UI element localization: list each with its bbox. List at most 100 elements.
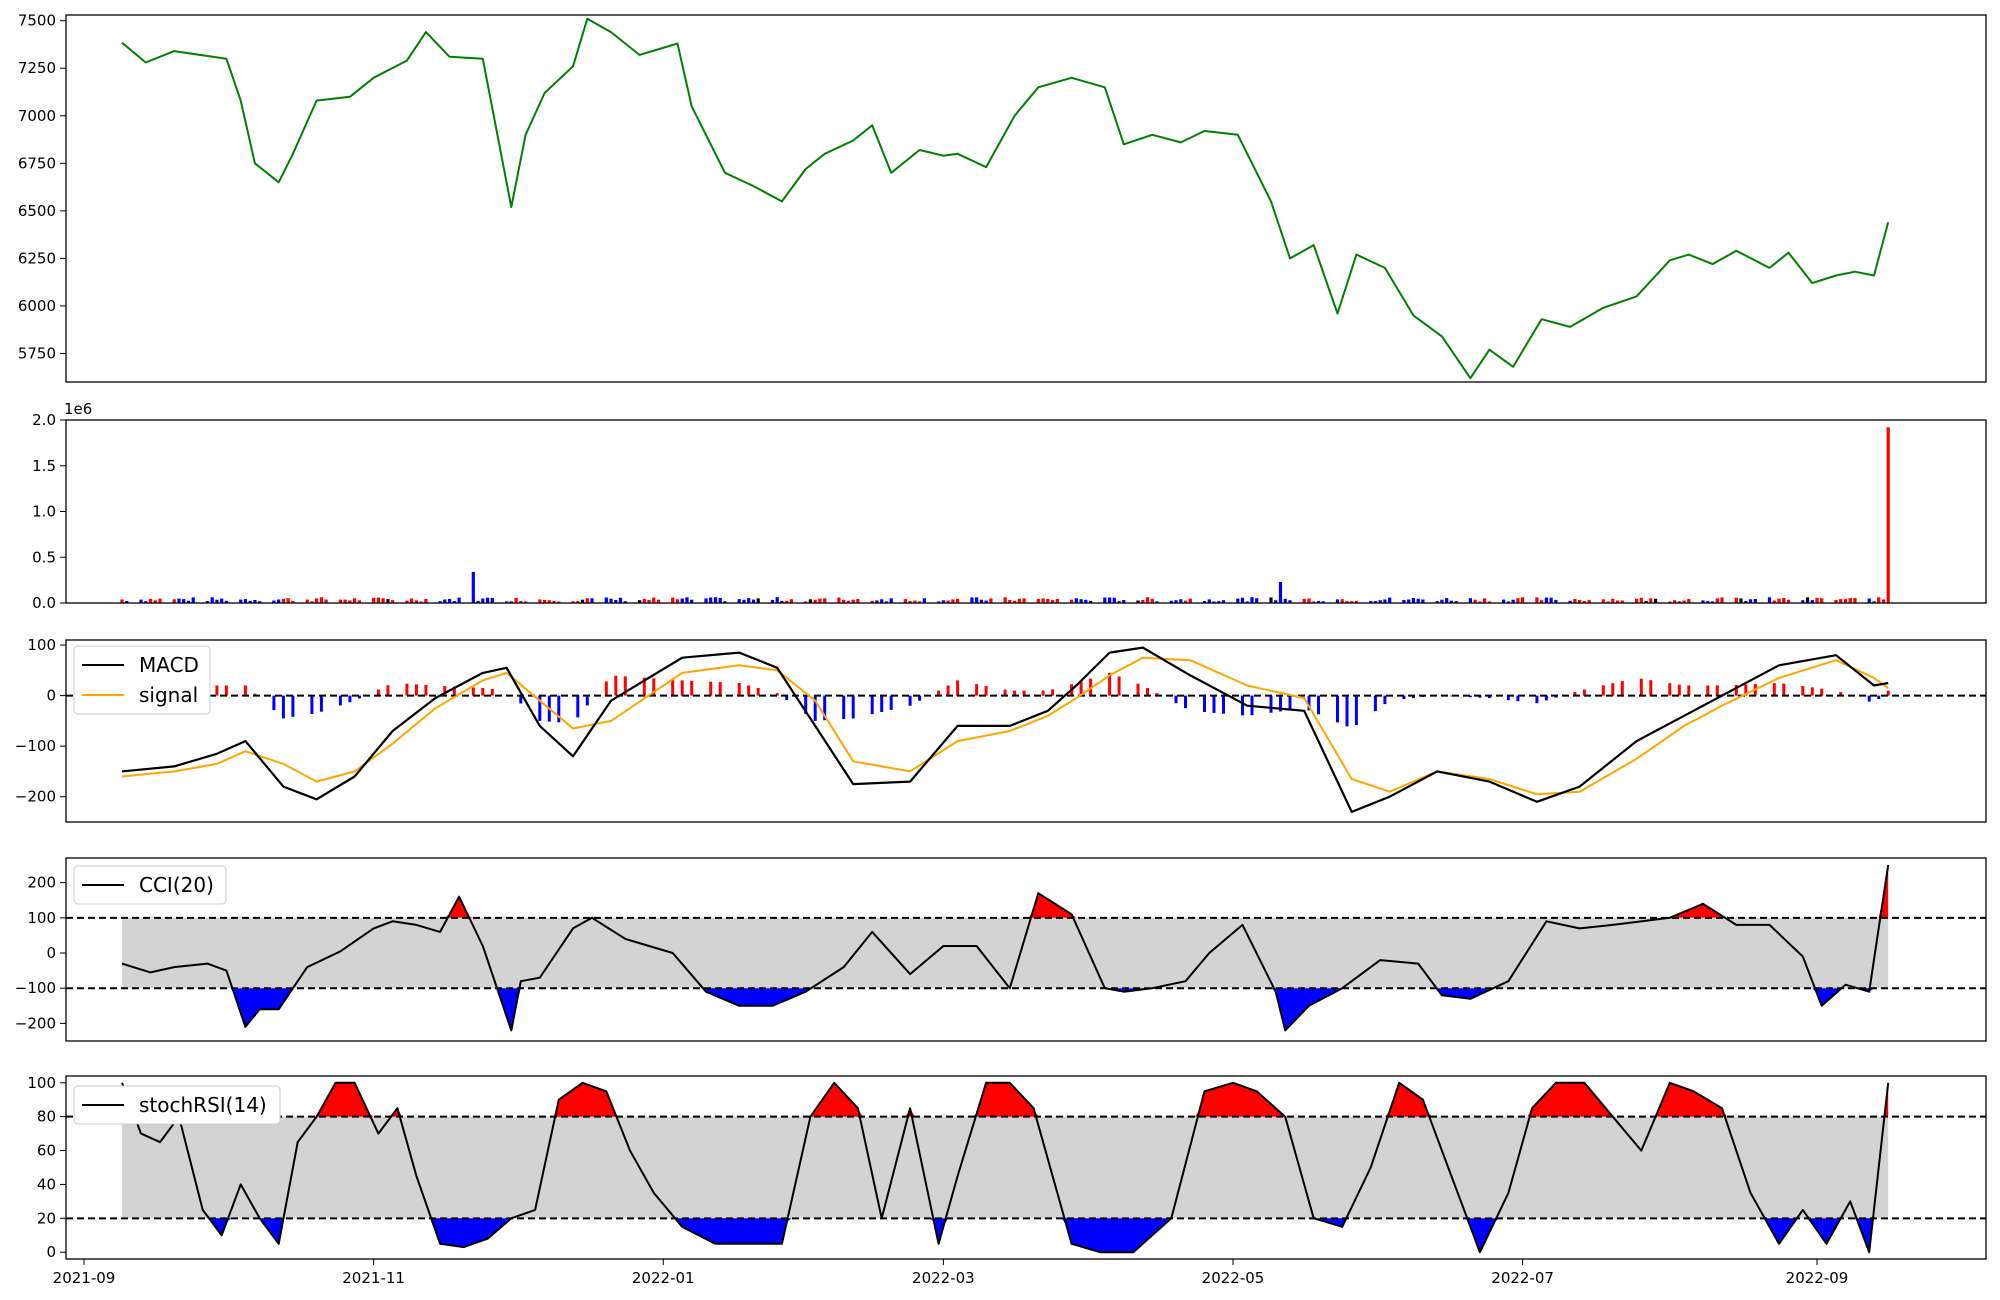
stochrsi-line xyxy=(121,1081,1890,1254)
macd-histogram-bar xyxy=(215,685,219,696)
volume-bar xyxy=(315,598,319,603)
volume-bar xyxy=(1108,597,1112,603)
volume-bar xyxy=(823,598,827,603)
macd-histogram-bar xyxy=(576,695,580,718)
volume-bar xyxy=(751,599,756,603)
volume-bar xyxy=(1834,600,1838,603)
volume-bar xyxy=(1388,597,1392,603)
volume-panel-frame xyxy=(65,419,1987,604)
macd-histogram-bar xyxy=(1772,683,1776,696)
volume-bar xyxy=(1620,600,1624,603)
macd-histogram-bar xyxy=(1706,685,1710,696)
macd-histogram-bar xyxy=(709,681,713,696)
volume-bar xyxy=(210,597,214,603)
volume-bar xyxy=(1554,599,1558,603)
macd-histogram-bar xyxy=(1820,688,1824,696)
volume-bar xyxy=(1411,598,1415,603)
macd-histogram-bar xyxy=(918,695,922,701)
volume-bar xyxy=(1839,599,1843,603)
volume-bar xyxy=(1886,427,1890,603)
volume-bar xyxy=(357,600,361,603)
volume-bar xyxy=(1815,597,1819,603)
macd-histogram-bar xyxy=(243,685,247,696)
volume-bar xyxy=(770,599,775,603)
volume-bar xyxy=(1677,601,1681,603)
volume-bar xyxy=(1568,600,1572,603)
volume-bar xyxy=(1008,600,1012,603)
legend-label-cci: CCI(20) xyxy=(139,873,214,897)
volume-bar xyxy=(780,600,784,603)
volume-bar xyxy=(1820,598,1824,603)
volume-bar xyxy=(623,601,627,603)
volume-bar xyxy=(1682,600,1686,603)
macd-histogram-bar xyxy=(804,695,808,714)
volume-bar xyxy=(524,601,528,603)
price-ytick-label: 6000 xyxy=(18,297,56,315)
volume-bar xyxy=(785,600,789,603)
macd-histogram-bar xyxy=(1611,683,1615,696)
volume-bar xyxy=(1174,600,1178,603)
stochrsi-ytick-label: 60 xyxy=(37,1142,56,1160)
volume-bar xyxy=(1416,598,1420,603)
price-ytick-label: 6500 xyxy=(18,202,56,220)
volume-bar xyxy=(1141,600,1145,603)
legend-label-stochrsi: stochRSI(14) xyxy=(139,1093,267,1117)
macd-histogram-bar xyxy=(737,683,741,696)
volume-bar xyxy=(571,601,575,603)
macd-histogram-bar xyxy=(1801,686,1805,696)
volume-bar xyxy=(585,598,589,603)
x-tick-label: 2022-01 xyxy=(632,1269,695,1287)
volume-bar xyxy=(1022,598,1026,603)
volume-bar xyxy=(870,600,874,603)
volume-bar xyxy=(319,597,323,603)
macd-histogram-bar xyxy=(604,681,608,696)
volume-bar xyxy=(538,599,542,603)
cci-ytick-label: −100 xyxy=(15,979,56,997)
volume-bar xyxy=(1307,598,1311,603)
macd-histogram-bar xyxy=(1288,695,1292,711)
macd-histogram-bar xyxy=(1449,695,1453,697)
volume-bar xyxy=(1720,597,1724,603)
volume-bar xyxy=(1421,599,1425,603)
volume-ytick-label: 1.5 xyxy=(32,457,56,475)
volume-bar xyxy=(353,598,357,603)
volume-exponent-label: 1e6 xyxy=(64,400,92,418)
volume-bar xyxy=(989,598,993,603)
volume-bar xyxy=(448,599,452,603)
volume-bar xyxy=(386,599,390,603)
volume-ytick-label: 0.5 xyxy=(32,548,56,566)
volume-bar xyxy=(956,598,960,603)
volume-bar xyxy=(338,599,342,603)
volume-bar xyxy=(1867,598,1871,603)
volume-bar xyxy=(191,597,195,603)
volume-bar xyxy=(846,600,850,603)
volume-bar xyxy=(1169,600,1173,603)
volume-bar xyxy=(310,601,314,603)
price-ytick-label: 6750 xyxy=(18,154,56,172)
volume-bar xyxy=(1587,599,1591,603)
volume-bar xyxy=(471,571,475,603)
volume-bar xyxy=(490,597,494,603)
stochrsi-panel-frame xyxy=(65,1075,1987,1260)
volume-bar xyxy=(1673,600,1677,603)
macd-histogram-bar xyxy=(1117,676,1121,696)
volume-bar xyxy=(205,601,209,603)
macd-histogram-bar xyxy=(376,689,380,696)
volume-bar xyxy=(348,600,352,603)
macd-histogram-bar xyxy=(310,695,314,714)
volume-bar xyxy=(979,599,983,603)
macd-histogram-bar xyxy=(937,690,941,696)
volume-bar xyxy=(1145,597,1150,603)
macd-histogram-bar xyxy=(1744,684,1748,696)
volume-bar xyxy=(652,597,656,603)
macd-histogram-bar xyxy=(614,675,618,696)
volume-bar xyxy=(1701,600,1705,603)
volume-bar xyxy=(476,600,480,603)
volume-bar xyxy=(1606,601,1610,603)
volume-bar xyxy=(1521,597,1525,603)
volume-bar xyxy=(281,598,285,603)
macd-histogram-bar xyxy=(1601,685,1605,696)
macd-histogram-bar xyxy=(338,695,342,706)
volume-bar xyxy=(1801,600,1805,603)
volume-bar xyxy=(1511,599,1515,603)
